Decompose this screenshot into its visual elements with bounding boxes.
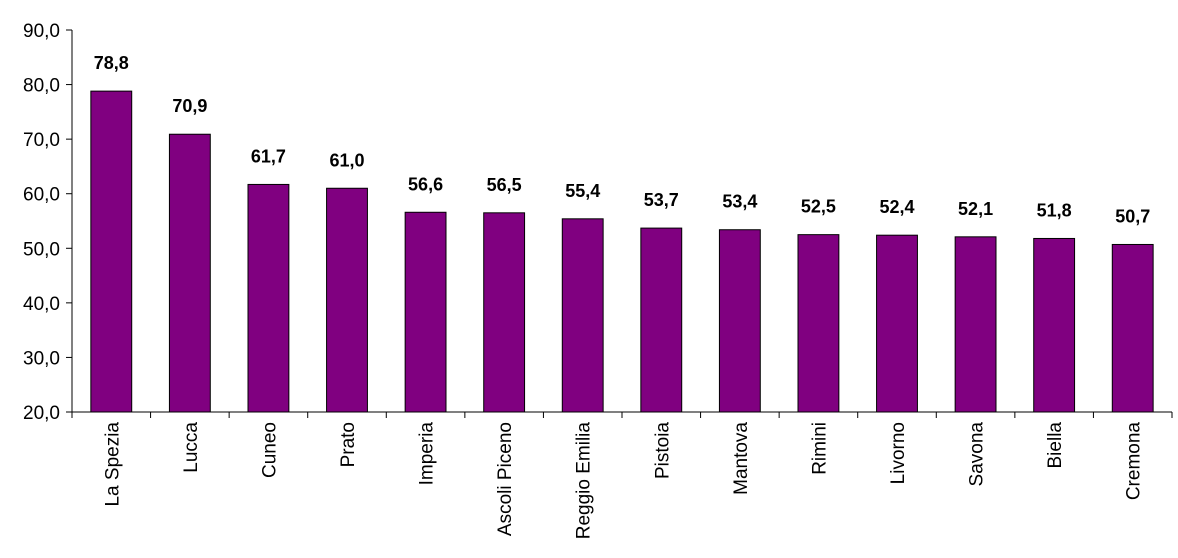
- bar: [954, 236, 997, 413]
- category-label: Biella: [1045, 422, 1066, 469]
- bar: [90, 90, 133, 413]
- bar: [797, 234, 840, 413]
- bar: [718, 229, 761, 413]
- category-label: Savona: [967, 422, 988, 487]
- bar: [640, 227, 683, 413]
- category-label: Reggio Emilia: [574, 422, 595, 540]
- bar: [1111, 243, 1154, 413]
- bar: [168, 133, 211, 413]
- data-label: 56,6: [408, 174, 443, 194]
- data-label: 52,5: [801, 197, 836, 217]
- category-label: Mantova: [731, 422, 752, 495]
- bar: [404, 211, 447, 413]
- y-axis: 20,0 30,0 40,0 50,0 60,0 70,0 80,0 90,0: [23, 21, 73, 424]
- y-tick-label: 80,0: [23, 76, 60, 97]
- data-labels: 78,8 70,9 61,7 61,0 56,6 56,5 55,4 53,7 53,4 52,5…: [94, 53, 1150, 226]
- category-label: Livorno: [888, 422, 909, 484]
- y-tick-label: 70,0: [23, 130, 60, 151]
- bars: [90, 90, 1154, 413]
- data-label: 61,7: [251, 146, 286, 166]
- bar: [247, 183, 290, 413]
- y-tick-label: 90,0: [23, 21, 60, 42]
- data-label: 53,4: [722, 192, 757, 212]
- y-tick-label: 50,0: [23, 239, 60, 260]
- data-label: 70,9: [172, 96, 207, 116]
- data-label: 53,7: [644, 190, 679, 210]
- category-label: Cuneo: [259, 422, 280, 478]
- bar: [1033, 237, 1076, 413]
- data-label: 61,0: [329, 150, 364, 170]
- y-tick-label: 60,0: [23, 185, 60, 206]
- category-label: Pistoia: [652, 422, 673, 479]
- category-label: Rimini: [809, 422, 830, 475]
- data-label: 56,5: [487, 175, 522, 195]
- category-label: La Spezia: [102, 422, 123, 507]
- bar: [561, 218, 604, 413]
- category-label: Cremona: [1124, 422, 1145, 501]
- y-tick-label: 20,0: [23, 403, 60, 424]
- data-label: 55,4: [565, 181, 600, 201]
- bar: [326, 187, 368, 413]
- category-label: Prato: [338, 422, 359, 467]
- data-label: 51,8: [1037, 200, 1072, 220]
- category-label: Ascoli Piceno: [495, 422, 516, 536]
- bar: [483, 212, 526, 413]
- data-label: 50,7: [1115, 206, 1150, 226]
- category-label: Imperia: [417, 422, 438, 486]
- y-tick-label: 40,0: [23, 294, 60, 315]
- y-tick-label: 30,0: [23, 348, 60, 369]
- data-label: 52,4: [879, 197, 914, 217]
- data-label: 52,1: [958, 199, 993, 219]
- category-label: Lucca: [181, 422, 202, 473]
- data-label: 78,8: [94, 53, 129, 73]
- bar: [876, 234, 918, 413]
- x-axis: La Spezia Lucca Cuneo Prato Imperia Ascoli Pi…: [71, 411, 1173, 540]
